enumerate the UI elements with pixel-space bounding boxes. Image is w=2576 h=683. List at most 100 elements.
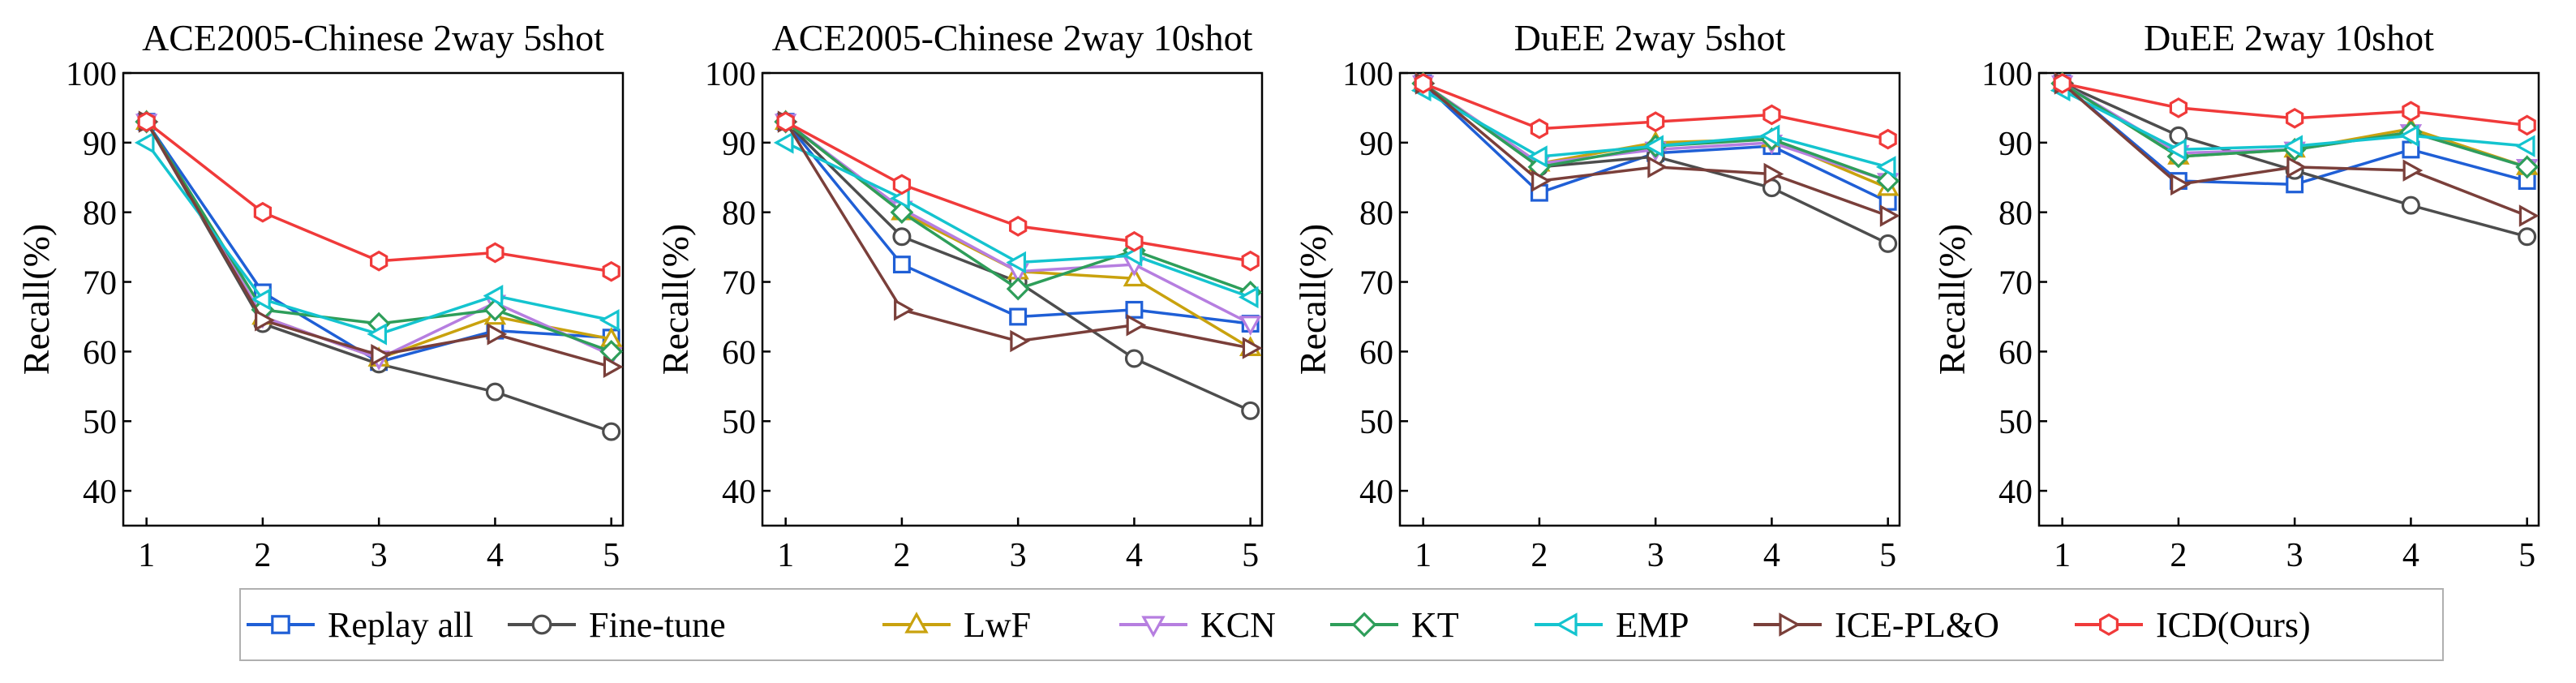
data-point-ice-pl-o (1126, 314, 1147, 337)
data-point-ice-pl-o (2286, 156, 2308, 178)
data-point-emp (1875, 156, 1896, 178)
x-tick-label: 3 (371, 537, 388, 574)
data-point-ice-pl-o (2170, 173, 2191, 196)
y-tick-label: 80 (83, 195, 117, 233)
data-point-icd-ours (776, 111, 795, 132)
legend-item-fine-tune: Fine-tune (508, 605, 726, 645)
data-point-emp (1527, 145, 1548, 168)
y-tick-label: 70 (1999, 265, 2033, 303)
chart-title: ACE2005-Chinese 2way 5shot (142, 17, 604, 58)
data-point-ice-pl-o (1010, 329, 1031, 353)
legend-label: ICE-PL&O (1835, 605, 1999, 645)
series-icd-ours (137, 111, 620, 282)
data-point-icd-ours (1646, 111, 1665, 132)
data-point-emp (1759, 124, 1780, 147)
data-point-kt (890, 200, 914, 225)
x-tick-label: 2 (893, 537, 910, 574)
legend-marker (1779, 612, 1801, 637)
y-tick-label: 50 (83, 404, 117, 441)
data-point-icd-ours (892, 174, 912, 195)
chart-panel-1: ACE2005-Chinese 2way 5shot 40 50 60 70 80 90 10… (15, 17, 625, 574)
legend-marker (1556, 612, 1578, 637)
data-point-lwf (1123, 266, 1146, 287)
x-tick-label: 2 (2170, 537, 2187, 574)
data-point-fine-tune (602, 422, 621, 441)
y-axis-label: Recall(%) (1292, 224, 1333, 375)
legend-label: Fine-tune (589, 605, 726, 645)
data-point-fine-tune (1241, 401, 1260, 420)
y-tick-label: 60 (83, 334, 117, 372)
data-point-kcn (1239, 316, 1262, 336)
legend-marker (2099, 613, 2119, 636)
data-point-icd-ours (1762, 104, 1781, 126)
x-tick-label: 4 (1763, 537, 1780, 574)
x-tick-label: 3 (1010, 537, 1027, 574)
x-tick-label: 1 (1415, 537, 1432, 574)
data-point-ice-pl-o (894, 299, 914, 321)
y-tick-label: 40 (722, 474, 756, 511)
y-tick-label: 40 (1359, 474, 1393, 511)
x-tick-label: 2 (254, 537, 271, 574)
legend-item-icd-ours: ICD(Ours) (2075, 605, 2311, 645)
x-tick-label: 5 (1879, 537, 1896, 574)
plot-frame (1398, 71, 1901, 527)
legend-marker (1351, 612, 1377, 638)
data-point-ice-pl-o (1647, 156, 1668, 178)
x-tick-label: 3 (1647, 537, 1664, 574)
x-tick-label: 5 (1242, 537, 1259, 574)
data-point-icd-ours (137, 111, 156, 132)
data-point-ice-pl-o (1531, 170, 1552, 192)
data-point-replay-all (892, 256, 911, 274)
legend-item-kt: KT (1330, 605, 1459, 645)
data-point-kt (1006, 277, 1030, 301)
data-point-ice-pl-o (487, 323, 508, 346)
chart-title: ACE2005-Chinese 2way 10shot (772, 17, 1253, 58)
data-point-emp (1006, 251, 1027, 274)
legend-marker (904, 612, 929, 634)
data-point-icd-ours (1414, 73, 1432, 94)
data-point-fine-tune (2518, 227, 2537, 247)
y-tick-label: 90 (1359, 126, 1393, 163)
x-tick-label: 2 (1531, 537, 1548, 574)
series-kt (135, 110, 624, 363)
y-axis-label: Recall(%) (655, 224, 696, 375)
legend-label: KT (1411, 605, 1459, 645)
y-tick-label: 100 (66, 56, 117, 93)
data-point-icd-ours (1878, 128, 1897, 150)
data-point-emp (2166, 138, 2187, 161)
data-point-fine-tune (485, 382, 504, 402)
y-tick-label: 90 (722, 126, 756, 163)
data-point-icd-ours (602, 260, 620, 282)
legend-label: KCN (1200, 605, 1276, 645)
x-tick-label: 4 (487, 537, 504, 574)
plot-frame (2037, 71, 2540, 527)
y-tick-label: 60 (1359, 334, 1393, 372)
y-tick-label: 80 (1999, 195, 2033, 233)
x-tick-label: 4 (2402, 537, 2419, 574)
y-tick-label: 70 (83, 265, 117, 303)
series-fine-tune (137, 112, 621, 441)
legend-label: LwF (964, 605, 1031, 645)
data-point-emp (483, 284, 504, 307)
data-point-emp (1238, 286, 1259, 309)
y-axis-label: Recall(%) (15, 224, 57, 375)
data-point-emp (134, 131, 155, 154)
data-point-icd-ours (1125, 230, 1144, 252)
y-tick-label: 90 (1999, 126, 2033, 163)
data-point-icd-ours (1009, 216, 1028, 237)
data-point-emp (251, 288, 271, 311)
y-tick-label: 60 (722, 334, 756, 372)
y-tick-label: 100 (1342, 56, 1393, 93)
data-point-ice-pl-o (1763, 162, 1784, 186)
x-tick-label: 4 (1126, 537, 1143, 574)
data-point-ice-pl-o (2518, 204, 2540, 227)
y-tick-label: 40 (83, 474, 117, 511)
data-point-icd-ours (253, 201, 273, 223)
y-tick-label: 40 (1999, 474, 2033, 511)
legend-label: Replay all (328, 605, 474, 645)
legend: Replay all Fine-tune LwF KCN KT EMP ICE-PL&O IC… (239, 588, 2444, 661)
x-tick-label: 3 (2286, 537, 2303, 574)
legend-item-ice-pl-o: ICE-PL&O (1754, 605, 1999, 645)
series-emp (134, 131, 620, 346)
